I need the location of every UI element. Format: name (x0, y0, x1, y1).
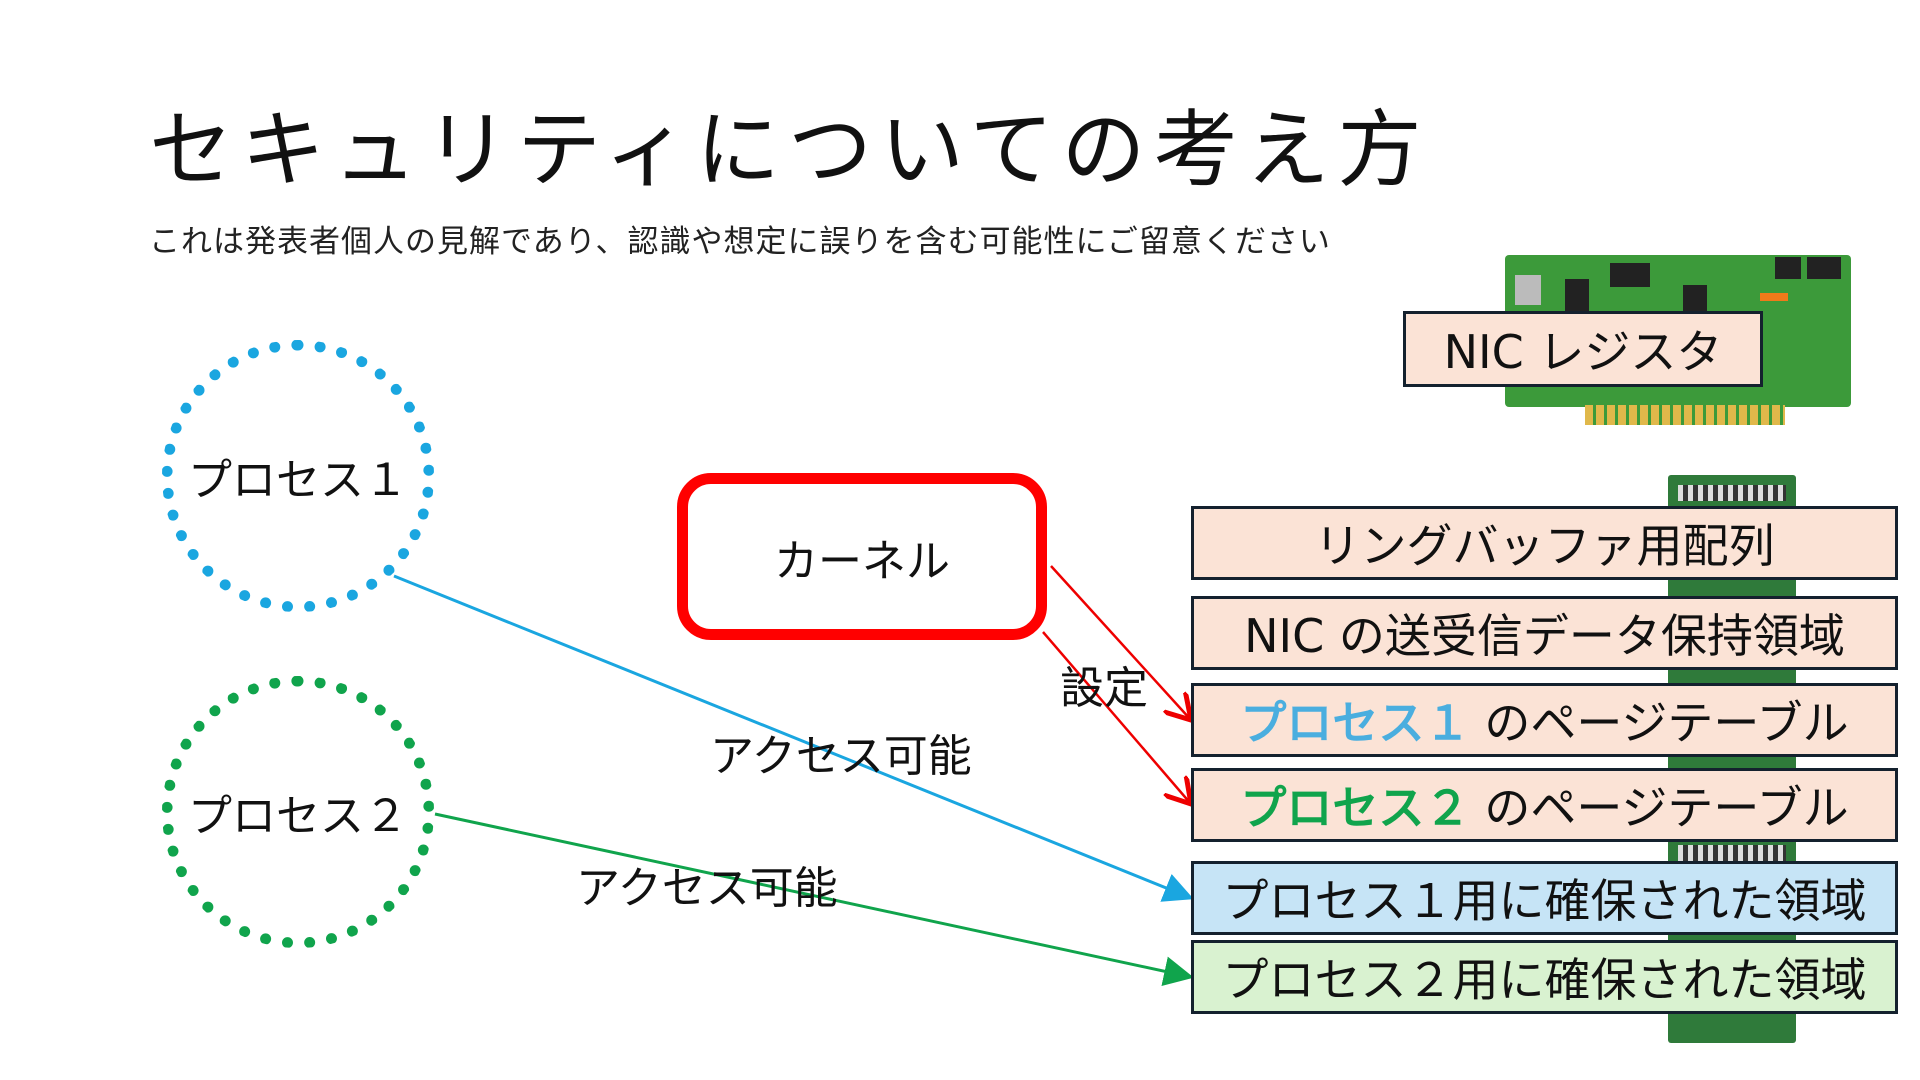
access-label-process2: アクセス可能 (576, 863, 838, 914)
process1-region-box: プロセス１用に確保された領域 (1191, 861, 1898, 935)
configure-arrow-pt1 (1050, 565, 1191, 720)
kernel-box: カーネル (677, 473, 1047, 640)
ring-buffer-box: リングバッファ用配列 (1191, 506, 1898, 580)
process2-circle: プロセス２ (162, 676, 434, 948)
access-arrow-process1 (393, 574, 1194, 902)
process1-label: プロセス１ (188, 455, 408, 506)
slide-title: セキュリティについての考え方 (149, 101, 1430, 199)
pt1-process-name: プロセス１ (1240, 696, 1471, 750)
nic-card-connector (1585, 405, 1785, 425)
process1-circle: プロセス１ (162, 340, 434, 612)
access-arrow-process2 (434, 812, 1194, 986)
process2-label: プロセス２ (188, 791, 408, 842)
access-label-process1: アクセス可能 (710, 731, 972, 782)
process2-page-table-box: プロセス２ のページテーブル (1191, 768, 1898, 842)
pt1-suffix: のページテーブル (1484, 696, 1849, 750)
slide-subtitle: これは発表者個人の見解であり、認識や想定に誤りを含む可能性にご留意ください (149, 224, 1331, 260)
nic-data-box: NIC の送受信データ保持領域 (1191, 596, 1898, 670)
pt2-suffix: のページテーブル (1484, 781, 1849, 835)
nic-register-box: NIC レジスタ (1403, 311, 1763, 387)
process1-page-table-box: プロセス１ のページテーブル (1191, 683, 1898, 757)
kernel-label: カーネル (774, 535, 950, 587)
pt2-process-name: プロセス２ (1240, 781, 1471, 835)
configure-label: 設定 (1060, 663, 1148, 714)
process2-region-box: プロセス２用に確保された領域 (1191, 940, 1898, 1014)
configure-arrow-pt2 (1042, 631, 1191, 804)
